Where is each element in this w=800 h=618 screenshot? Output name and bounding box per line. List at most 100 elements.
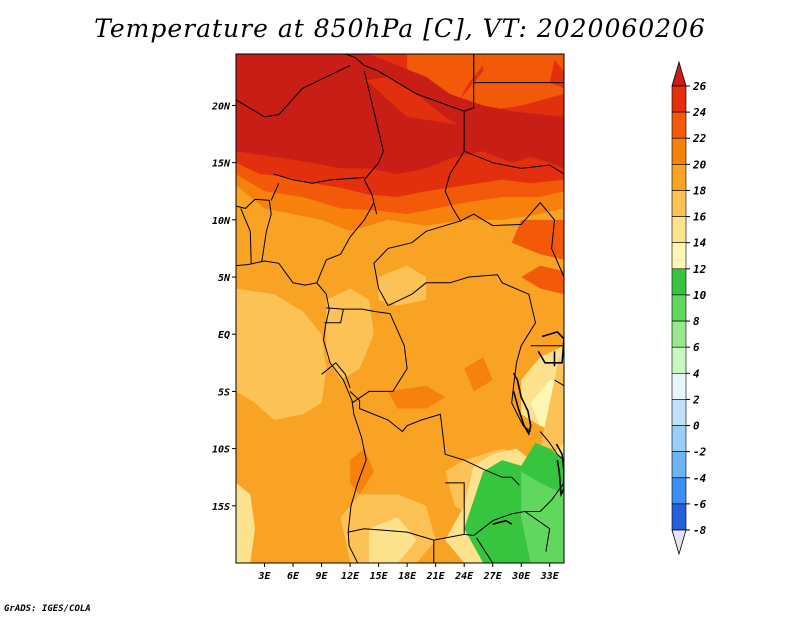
lon-tick-label: 12E (341, 571, 360, 582)
lat-tick-label: 15S (212, 502, 230, 513)
temperature-region (407, 54, 484, 112)
lat-tick-label: 5N (218, 273, 231, 284)
lake-outline (555, 443, 564, 498)
lon-tick-label: 24E (454, 571, 474, 582)
latitude-axis: 20N 15N 10N 5N EQ 5S 10S 15S (211, 101, 236, 513)
lat-tick-label: 20N (211, 101, 231, 112)
lon-tick-label: 27E (483, 571, 503, 582)
lake-outline (537, 330, 564, 364)
lake-outline (492, 519, 513, 525)
colorbar-segment (671, 451, 687, 479)
border-line (387, 274, 529, 307)
colorbar-level-label: -6 (693, 498, 707, 511)
colorbar-level-label: 14 (693, 237, 707, 250)
lat-tick-label: 10S (212, 445, 230, 456)
border-line (476, 537, 494, 563)
colorbar-level-label: 2 (692, 393, 700, 406)
colorbar-level-label: 22 (692, 132, 707, 145)
colorbar-level-label: -4 (693, 472, 707, 485)
border-line (539, 431, 564, 461)
border-line (554, 379, 564, 387)
lon-tick-label: 21E (426, 571, 446, 582)
temperature-region (388, 385, 446, 409)
lon-tick-label: 9E (316, 571, 329, 582)
border-line (349, 391, 520, 486)
longitude-axis: 3E 6E 9E 12E 15E 18E 21E 24E 27E 30E 33E (257, 563, 560, 582)
border-line (324, 308, 344, 324)
lat-tick-label: 5S (218, 387, 230, 398)
border-line (321, 362, 351, 389)
colorbar-segment (671, 294, 687, 322)
colorbar-level-label: 24 (692, 106, 707, 119)
colorbar-level-label: 10 (693, 289, 707, 302)
border-line (236, 198, 272, 263)
chart-title: Temperature at 850hPa [C], VT: 202006020… (94, 14, 706, 43)
temperature-region (236, 288, 327, 420)
border-line (270, 183, 280, 201)
border-line (373, 70, 465, 306)
temperature-region (549, 59, 564, 89)
colorbar-segment (671, 85, 687, 113)
border-line (460, 201, 564, 278)
border-line (326, 307, 408, 404)
colorbar-segment (671, 503, 687, 531)
colorbar-level-label: -8 (693, 524, 707, 537)
colorbar-segment (671, 399, 687, 426)
border-line (236, 64, 351, 118)
colorbar-segment (671, 137, 687, 165)
colorbar-segment (671, 320, 687, 348)
border-line (316, 202, 375, 283)
colorbar-level-label: 0 (693, 420, 700, 433)
border-line (524, 511, 551, 552)
border-line (273, 173, 365, 184)
lat-tick-label: EQ (218, 330, 230, 341)
border-line (464, 150, 564, 175)
lat-tick-label: 15N (212, 159, 231, 170)
map-frame (235, 53, 565, 564)
colorbar-segment (671, 372, 687, 400)
coastline (236, 260, 367, 563)
lon-tick-label: 6E (287, 571, 300, 582)
border-line (240, 208, 252, 264)
border-line (345, 54, 379, 72)
temperature-region (236, 54, 564, 146)
temperature-region (236, 208, 564, 260)
temperature-region (540, 357, 564, 449)
colorbar-level-label: 12 (693, 263, 707, 276)
colorbar-segment (671, 346, 687, 374)
colorbar-level-label: 6 (693, 341, 700, 354)
colorbar-level-label: 4 (693, 367, 700, 380)
colorbar-top-triangle (671, 60, 687, 87)
colorbar-level-label: 18 (693, 184, 707, 197)
lake-outline (512, 372, 532, 436)
colorbar-segment (671, 425, 687, 452)
lon-tick-label: 30E (511, 571, 531, 582)
temperature-field (236, 54, 564, 563)
temperature-region (236, 482, 255, 563)
colorbar-segment (671, 164, 687, 191)
colorbar-segment (671, 242, 687, 270)
border-line (445, 482, 465, 535)
grads-credit: GrADS: IGES/COLA (4, 604, 91, 614)
border-line (473, 54, 564, 84)
lon-tick-label: 15E (370, 571, 389, 582)
colorbar-segment (671, 111, 687, 139)
colorbar-segment (671, 477, 687, 505)
temperature-region (464, 357, 493, 392)
temperature-region (521, 471, 564, 563)
colorbar-segment (671, 268, 687, 296)
border-line (363, 71, 384, 215)
lon-tick-label: 3E (257, 571, 271, 582)
colorbar-level-label: -2 (693, 446, 707, 459)
country-borders (236, 54, 564, 563)
border-line (348, 528, 474, 541)
lat-tick-label: 10N (212, 216, 231, 227)
colorbar-level-label: 26 (692, 80, 707, 93)
colorbar-bottom-triangle (671, 529, 687, 556)
lon-tick-label: 18E (398, 571, 417, 582)
temperature-region (369, 517, 417, 563)
colorbar-level-label: 16 (693, 211, 707, 224)
temperature-region (521, 265, 564, 295)
